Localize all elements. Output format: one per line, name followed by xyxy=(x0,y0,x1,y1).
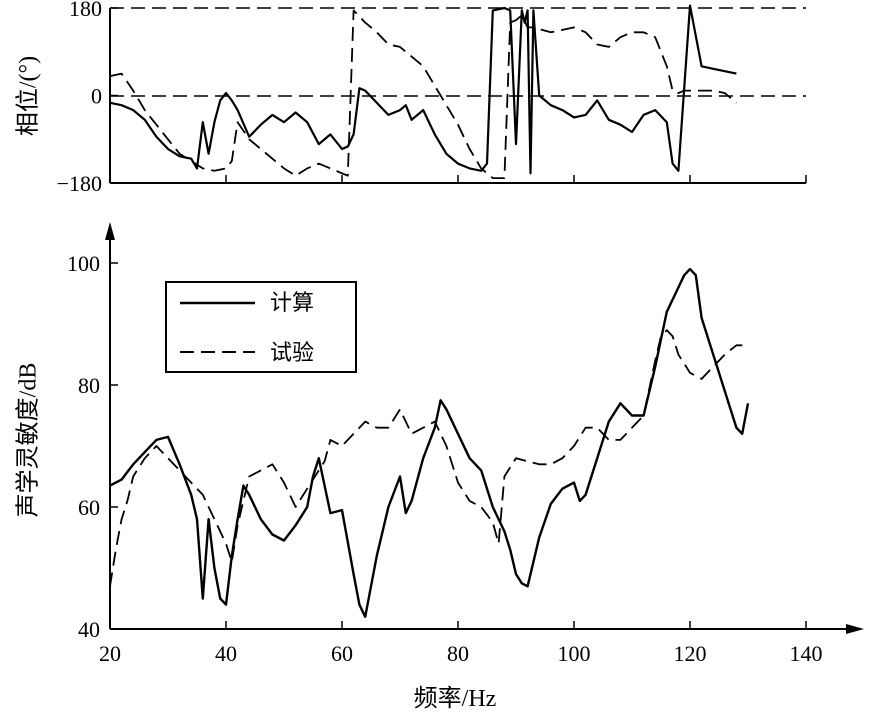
sensitivity-series-group xyxy=(109,267,750,618)
sensitivity-series-test xyxy=(109,329,748,587)
phase-y-ticks: −180 0 180 xyxy=(57,0,118,196)
sensitivity-x-tick-label: 120 xyxy=(674,641,707,666)
phase-y-axis-title: 相位/(°) xyxy=(15,56,42,136)
phase-y-tick-label: −180 xyxy=(57,171,102,196)
phase-x-ticks xyxy=(109,175,807,183)
sensitivity-y-ticks: 40 60 80 100 xyxy=(67,251,118,642)
sensitivity-x-ticks: 20 40 60 80 100 120 140 xyxy=(99,621,823,666)
sensitivity-y-tick-label: 100 xyxy=(67,251,100,276)
phase-y-tick-label: 180 xyxy=(69,0,102,21)
sensitivity-x-tick-label: 140 xyxy=(790,641,823,666)
legend-box xyxy=(165,281,357,373)
phase-y-tick-label: 0 xyxy=(91,84,102,109)
sensitivity-y-tick-label: 60 xyxy=(78,495,100,520)
sensitivity-y-axis-title: 声学灵敏度/dB xyxy=(15,363,42,518)
sensitivity-x-tick-label: 60 xyxy=(331,641,353,666)
legend-label-test: 试验 xyxy=(270,340,314,365)
phase-series-group xyxy=(109,4,737,180)
sensitivity-y-axis-arrow xyxy=(105,222,115,240)
sensitivity-x-tick-label: 100 xyxy=(558,641,591,666)
sensitivity-y-tick-label: 40 xyxy=(78,617,100,642)
legend-label-calculated: 计算 xyxy=(270,290,314,315)
sensitivity-y-tick-label: 80 xyxy=(78,373,100,398)
x-axis-title: 频率/Hz xyxy=(414,685,497,712)
phase-subplot: −180 0 180 相位/(°) xyxy=(15,0,807,196)
sensitivity-x-tick-label: 40 xyxy=(215,641,237,666)
sensitivity-x-axis-arrow xyxy=(846,624,864,634)
phase-series-test xyxy=(109,9,737,180)
phase-series-calculated xyxy=(109,4,737,175)
legend: 计算 试验 xyxy=(165,281,357,373)
sensitivity-x-tick-label: 20 xyxy=(99,641,121,666)
sensitivity-x-tick-label: 80 xyxy=(447,641,469,666)
